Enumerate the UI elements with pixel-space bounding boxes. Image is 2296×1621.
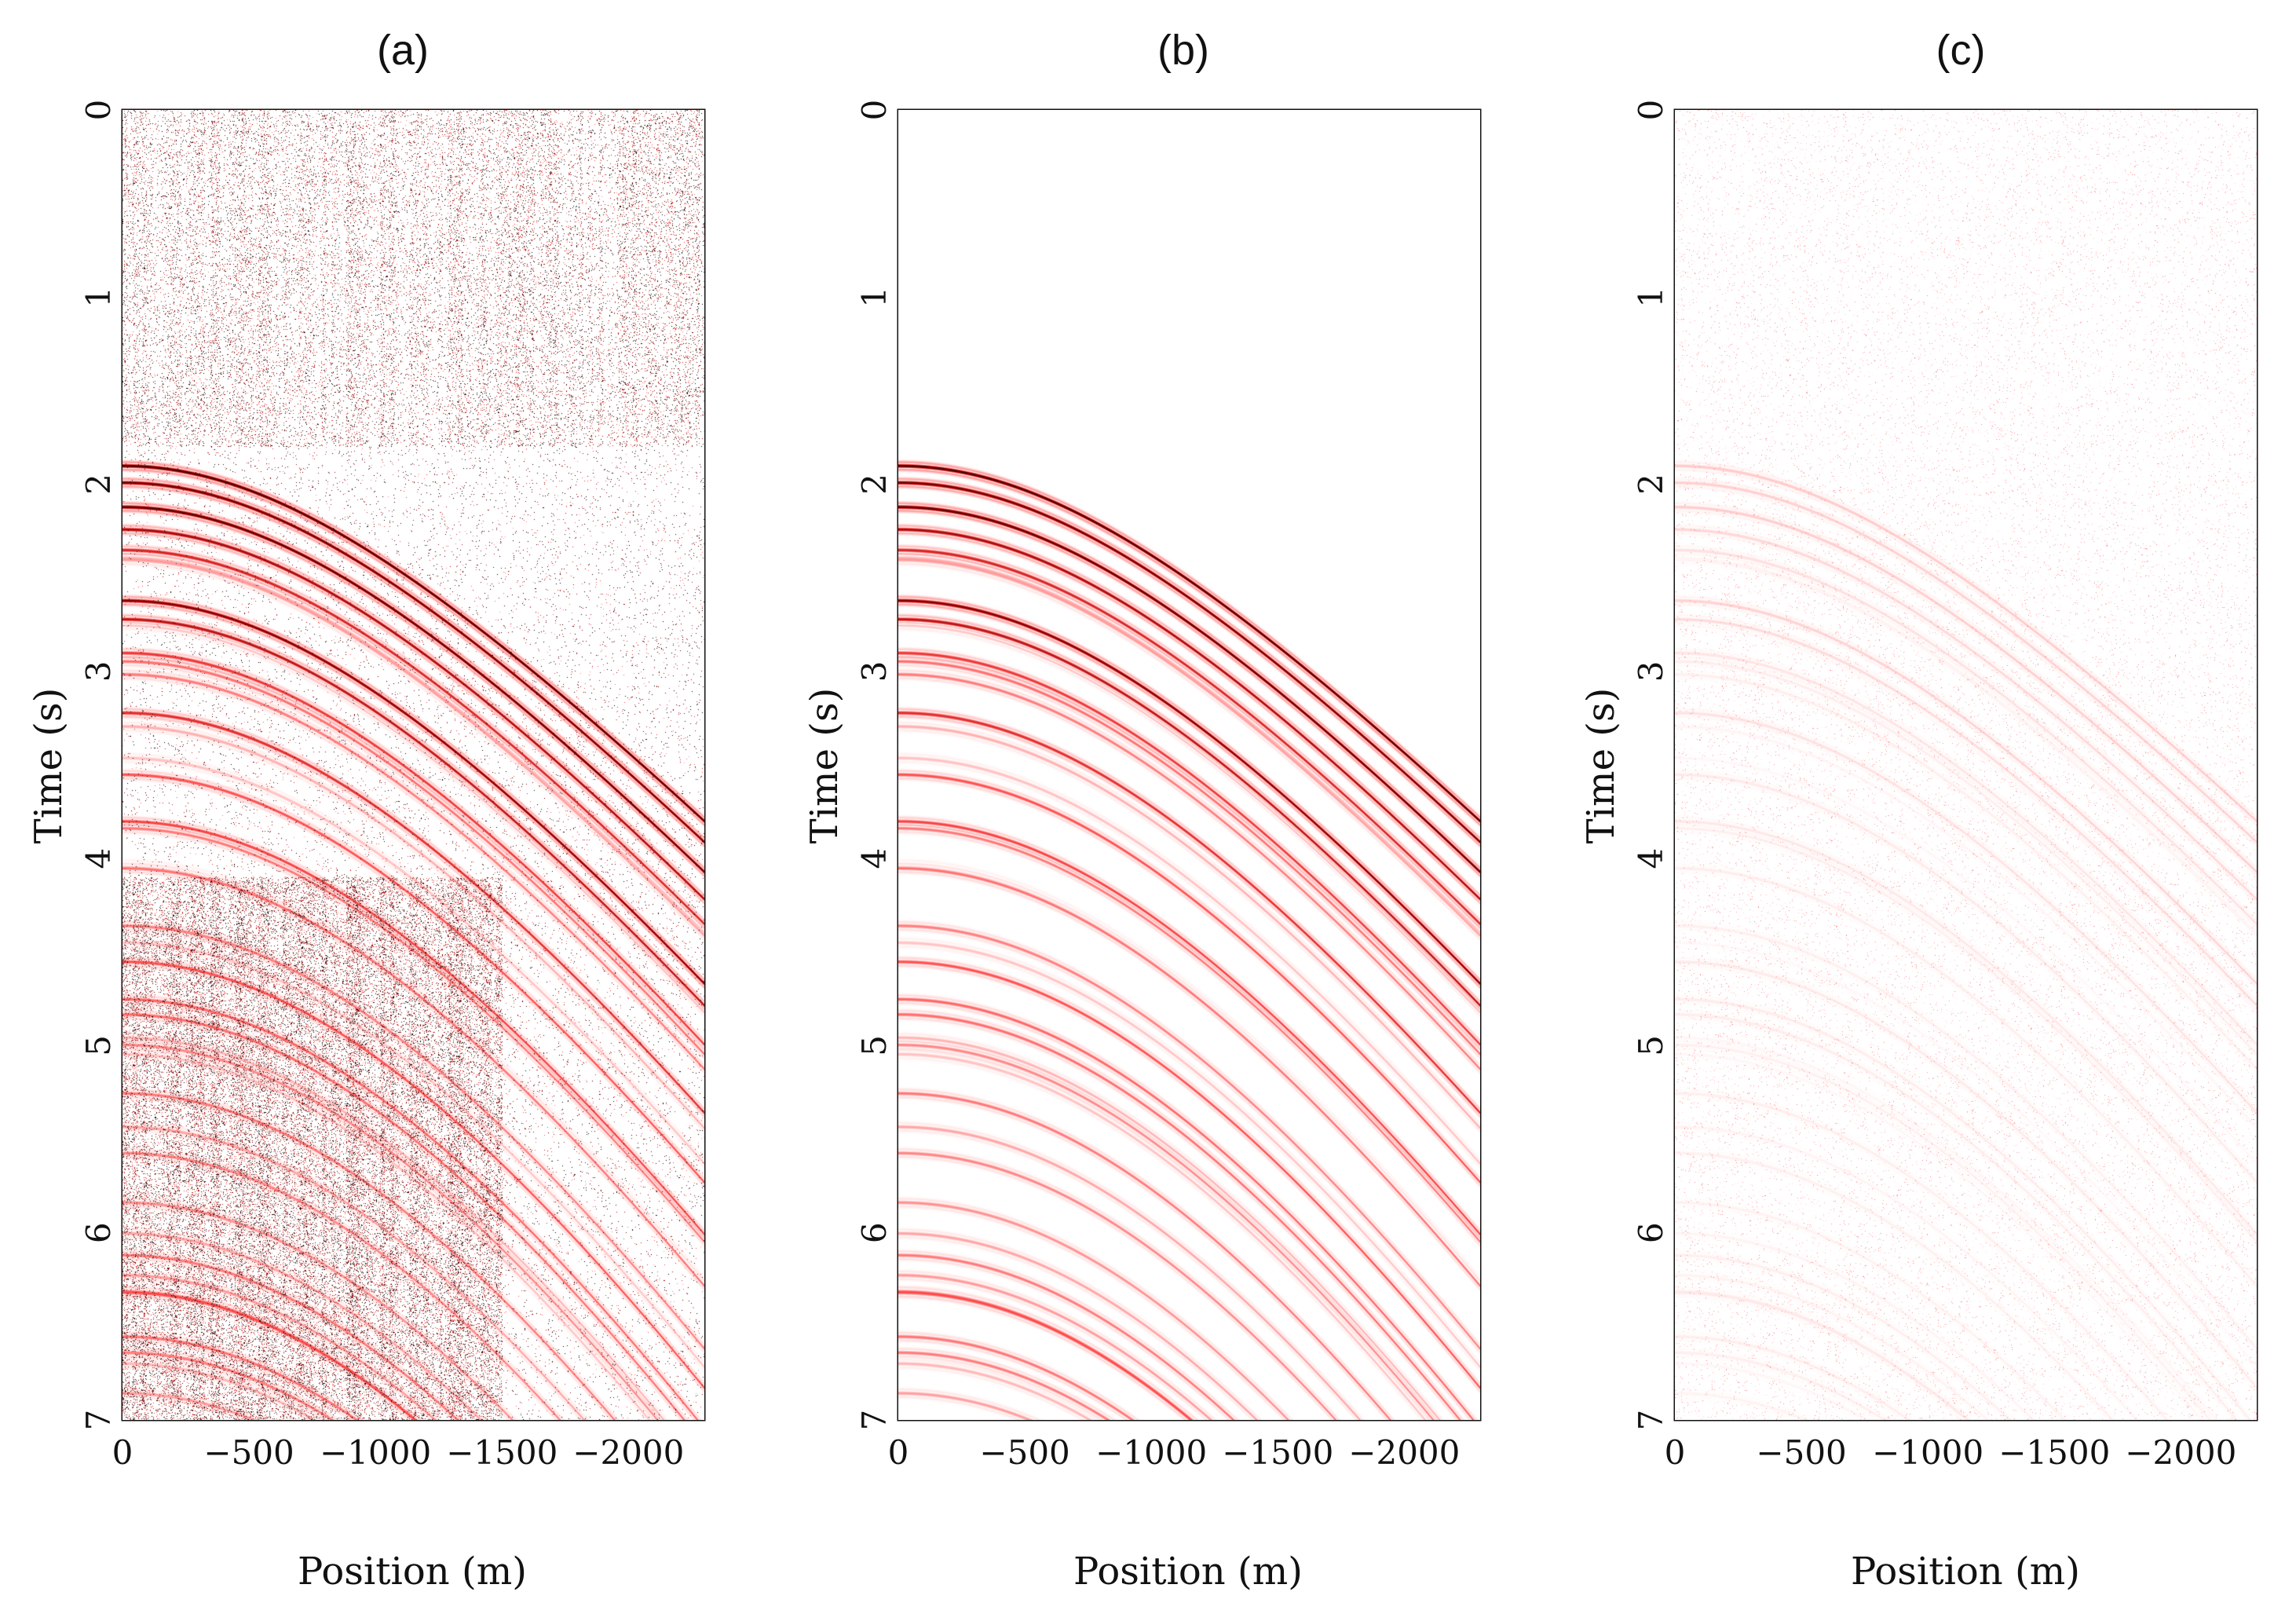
panel-c-seismic-image [1675, 110, 2257, 1420]
panel-a-ytick-label-0: 0 [79, 100, 118, 121]
panel-c-ylabel: Time (s) [1579, 688, 1623, 844]
panel-b-ytick-label-3: 3 [855, 660, 894, 682]
panel-c-xtick-label-0: 0 [1665, 1433, 1686, 1472]
panel-b-xtick-label-4: −2000 [1348, 1433, 1460, 1472]
panel-a-xtick-label-3: −1500 [446, 1433, 558, 1472]
panel-b-ylabel: Time (s) [803, 688, 846, 844]
panel-a-ytick-label-4: 4 [79, 848, 118, 869]
panel-a-ytick-label-1: 1 [79, 287, 118, 308]
panel-a-ytick-label-5: 5 [79, 1035, 118, 1056]
panel-b-ytick-label-4: 4 [855, 848, 894, 869]
panel-b-seismic-image [898, 110, 1480, 1420]
panel-a-xlabel: Position (m) [298, 1550, 527, 1594]
panel-c-ytick-label-2: 2 [1632, 474, 1670, 495]
panel-c-xtick-label-2: −1000 [1872, 1433, 1983, 1472]
panel-b-ytick-label-5: 5 [855, 1035, 894, 1056]
panel-b-ytick-label-2: 2 [855, 474, 894, 495]
panel-a-ytick-label-2: 2 [79, 474, 118, 495]
panel-c-ytick-label-1: 1 [1632, 287, 1670, 308]
panel-c-ytick-label-5: 5 [1632, 1035, 1670, 1056]
panel-a-ylabel: Time (s) [27, 688, 71, 844]
panel-c-xlabel: Position (m) [1851, 1550, 2080, 1594]
panel-c-title: (c) [1936, 27, 1986, 74]
panel-b-title: (b) [1157, 27, 1209, 74]
panel-b-ytick-label-7: 7 [855, 1410, 894, 1431]
panel-a-xtick-label-2: −1000 [320, 1433, 431, 1472]
panel-c-ytick-label-6: 6 [1632, 1222, 1670, 1243]
panel-c-xtick-label-1: −500 [1756, 1433, 1846, 1472]
panel-a-seismic-image [122, 110, 704, 1420]
panel-b-ytick-label-0: 0 [855, 100, 894, 121]
panel-b-ytick-label-6: 6 [855, 1222, 894, 1243]
panel-c-ytick-label-0: 0 [1632, 100, 1670, 121]
panel-b-ytick-label-1: 1 [855, 287, 894, 308]
panel-b-xtick-label-0: 0 [888, 1433, 909, 1472]
panel-a-ytick-label-6: 6 [79, 1222, 118, 1243]
panel-a-xtick-label-1: −500 [203, 1433, 294, 1472]
panel-b-xtick-label-1: −500 [979, 1433, 1069, 1472]
panel-c-ytick-label-7: 7 [1632, 1410, 1670, 1431]
panel-a-xtick-label-0: 0 [112, 1433, 133, 1472]
panel-c-xtick-label-4: −2000 [2125, 1433, 2236, 1472]
panel-a-ytick-label-7: 7 [79, 1410, 118, 1431]
panel-c-ytick-label-4: 4 [1632, 848, 1670, 869]
panel-b-xtick-label-2: −1000 [1095, 1433, 1207, 1472]
panel-a-xtick-label-4: −2000 [572, 1433, 684, 1472]
panel-a-title: (a) [377, 27, 429, 74]
panel-c-xtick-label-3: −1500 [1998, 1433, 2110, 1472]
panel-b-xtick-label-3: −1500 [1222, 1433, 1333, 1472]
panel-b-xlabel: Position (m) [1073, 1550, 1303, 1594]
panel-a-ytick-label-3: 3 [79, 660, 118, 682]
panel-c-ytick-label-3: 3 [1632, 660, 1670, 682]
